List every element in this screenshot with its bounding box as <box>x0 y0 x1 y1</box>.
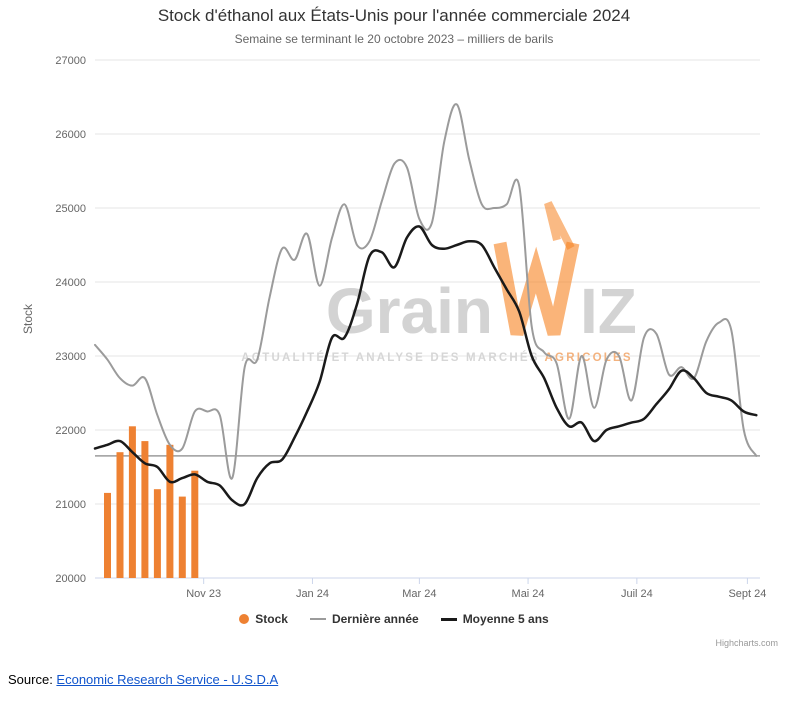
y-axis-tick-label: 23000 <box>55 351 86 363</box>
five-year-average-line[interactable] <box>93 225 758 507</box>
watermark-logo: Grain IZ ACTUALITÉ ET ANALYSE DES MARCHÉS … <box>241 201 637 364</box>
watermark-tagline: ACTUALITÉ ET ANALYSE DES MARCHÉS AGRICOL… <box>241 351 632 364</box>
legend-item-5yr-average[interactable]: Moyenne 5 ans <box>440 612 549 626</box>
y-axis-tick-label: 20000 <box>55 573 86 585</box>
stock-bar[interactable] <box>128 426 136 578</box>
stock-bar[interactable] <box>178 496 186 578</box>
average-legend-marker <box>440 617 457 621</box>
x-axis-tick-label: Nov 23 <box>186 588 221 600</box>
x-axis-tick-label: Sept 24 <box>728 588 766 600</box>
source-line: Source: Economic Research Service - U.S.… <box>8 672 278 687</box>
stock-legend-marker <box>239 614 250 624</box>
y-axis-tick-label: 21000 <box>55 499 86 511</box>
x-axis-tick-label: Juil 24 <box>621 588 653 600</box>
svg-text:IZ: IZ <box>580 275 637 347</box>
stock-bar[interactable] <box>191 470 199 578</box>
x-axis-tick-label: Mar 24 <box>402 588 436 600</box>
legend: Stock Dernière année Moyenne 5 ans <box>0 612 788 626</box>
legend-label-last-year: Dernière année <box>331 612 419 626</box>
legend-item-last-year[interactable]: Dernière année <box>309 612 419 626</box>
stock-bar[interactable] <box>153 489 161 578</box>
y-axis-tick-label: 22000 <box>55 425 86 437</box>
svg-text:Grain: Grain <box>326 275 493 347</box>
source-link[interactable]: Economic Research Service - U.S.D.A <box>56 672 279 687</box>
last-year-legend-marker <box>309 618 326 620</box>
highcharts-credit[interactable]: Highcharts.com <box>715 638 778 648</box>
stock-bar[interactable] <box>166 444 174 578</box>
legend-item-stock[interactable]: Stock <box>239 612 288 626</box>
last-year-line[interactable] <box>94 103 758 480</box>
chart-title: Stock d'éthanol aux États-Unis pour l'an… <box>157 6 631 25</box>
stock-bar[interactable] <box>116 452 124 578</box>
y-axis-tick-label: 27000 <box>55 55 86 67</box>
legend-label-5yr-average: Moyenne 5 ans <box>462 612 549 626</box>
stock-bar[interactable] <box>104 492 111 578</box>
stock-bar[interactable] <box>141 441 149 578</box>
x-axis-tick-label: Jan 24 <box>296 588 329 600</box>
y-axis-tick-label: 25000 <box>55 203 86 215</box>
x-axis-tick-label: Mai 24 <box>512 588 545 600</box>
y-axis-tick-label: 24000 <box>55 277 86 289</box>
y-axis-title: Stock <box>21 303 35 334</box>
source-prefix: Source: <box>8 672 57 687</box>
legend-label-stock: Stock <box>255 612 288 626</box>
watermark-bolt-w <box>493 241 580 336</box>
y-axis-tick-label: 26000 <box>55 129 86 141</box>
chart-subtitle: Semaine se terminant le 20 octobre 2023 … <box>234 32 554 46</box>
watermark-bolt-tail <box>544 201 575 250</box>
chart-plot-area[interactable]: 20000 21000 22000 23000 24000 25000 26000 27000… <box>0 0 788 655</box>
